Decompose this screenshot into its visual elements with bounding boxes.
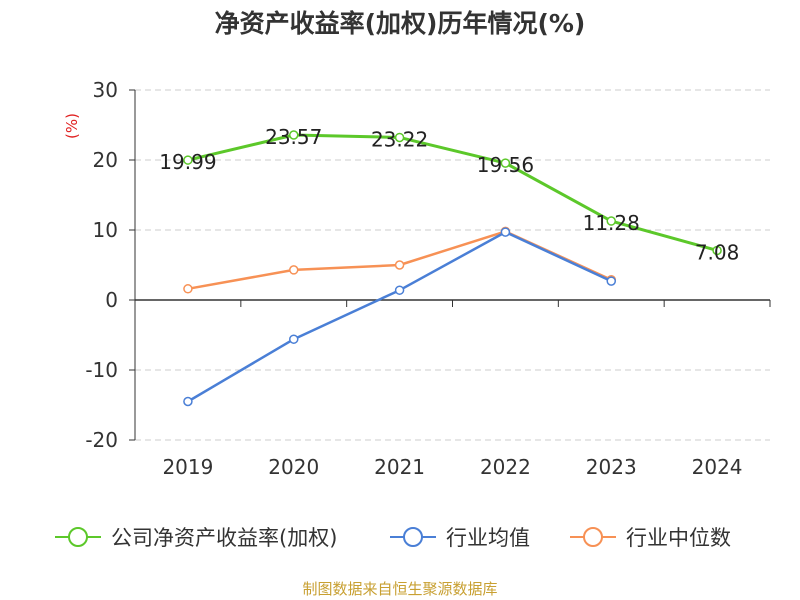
data-point	[289, 334, 299, 344]
x-tick-label: 2019	[162, 455, 213, 479]
y-tick-label: -10	[85, 358, 118, 382]
data-label: 19.56	[477, 153, 534, 177]
y-tick-label: 10	[93, 218, 118, 242]
data-label: 23.57	[265, 125, 322, 149]
y-tick-label: -20	[85, 428, 118, 452]
x-tick-label: 2020	[268, 455, 319, 479]
data-label: 11.28	[583, 211, 640, 235]
data-point	[500, 227, 511, 237]
legend-label: 公司净资产收益率(加权)	[111, 526, 337, 550]
data-point	[183, 396, 193, 407]
legend-label: 行业中位数	[626, 526, 731, 550]
data-point	[606, 276, 616, 286]
data-point	[394, 285, 405, 295]
series-line-industry-mean	[187, 230, 612, 403]
data-label: 23.22	[371, 127, 428, 151]
x-tick-label: 2022	[480, 455, 531, 479]
chart-title: 净资产收益率(加权)历年情况(%)	[214, 9, 586, 38]
data-source-note: 制图数据来自恒生聚源数据库	[302, 580, 498, 598]
y-tick-label: 30	[93, 78, 118, 102]
series-line-industry-median	[187, 230, 612, 291]
legend-label: 行业均值	[446, 526, 530, 550]
legend-marker	[68, 527, 88, 547]
data-point	[394, 132, 405, 143]
y-tick-label: 0	[105, 288, 118, 312]
y-tick-label: 20	[93, 148, 118, 172]
x-tick-label: 2021	[374, 455, 425, 479]
data-point	[289, 130, 299, 140]
y-axis-label: (%)	[63, 113, 81, 139]
data-label: 19.99	[159, 150, 216, 174]
series-line-company	[187, 133, 718, 252]
data-point	[500, 158, 511, 168]
data-point	[183, 284, 193, 294]
x-tick-label: 2023	[586, 455, 637, 479]
data-label: 7.08	[695, 240, 740, 264]
data-point	[289, 265, 299, 275]
data-point	[394, 260, 405, 270]
data-point	[712, 245, 722, 256]
data-point	[183, 155, 193, 165]
legend-marker	[583, 527, 603, 547]
legend-marker	[403, 527, 423, 547]
data-point	[606, 216, 616, 226]
x-tick-label: 2024	[692, 455, 743, 479]
